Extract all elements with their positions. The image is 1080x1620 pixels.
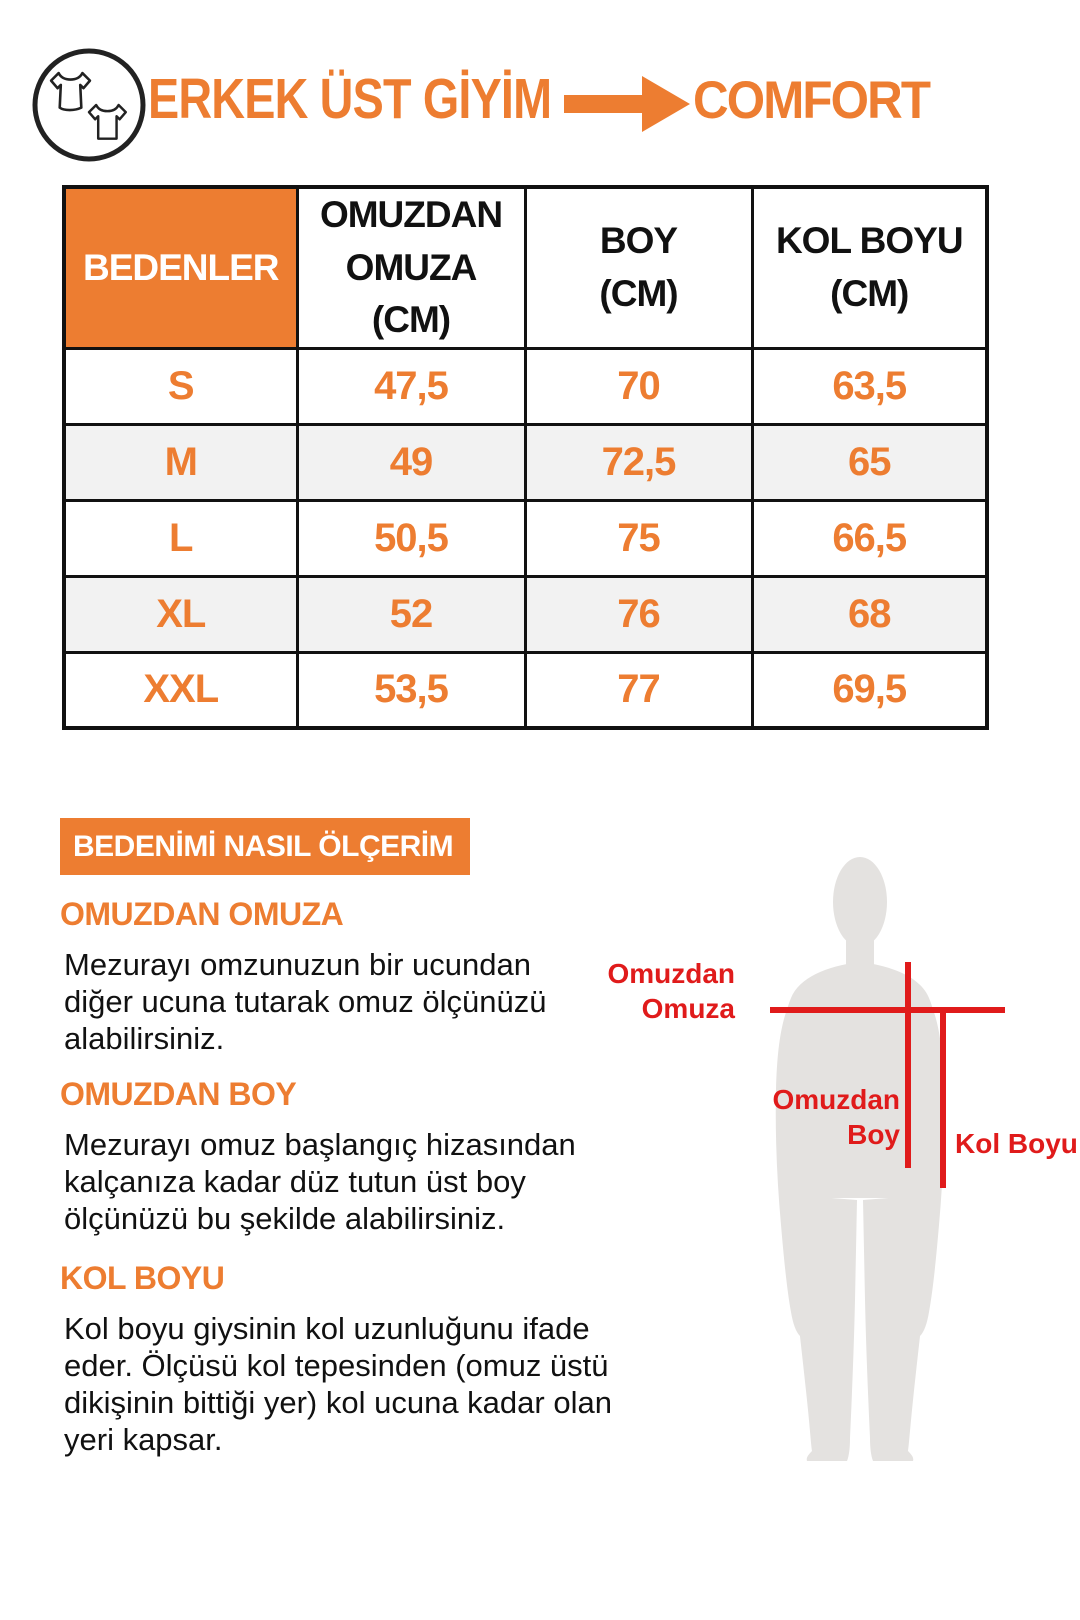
guide-text-shoulder: Mezurayı omzunuzun bir ucundan diğer ucu… [64, 947, 547, 1056]
size-label: M [62, 422, 299, 502]
col-header-length: BOY (CM) [523, 185, 754, 350]
guide-text-sleeve: Kol boyu giysinin kol uzunluğunu ifade e… [64, 1311, 612, 1457]
guide-heading-sleeve: KOL BOYU [60, 1260, 225, 1296]
tshirts-icon [32, 48, 146, 162]
figure-label-shoulder: Omuzdan Omuza [607, 958, 735, 1024]
guide-heading-shoulder: OMUZDAN OMUZA [60, 896, 344, 932]
length-value: 76 [523, 574, 754, 654]
col-header-sizes: BEDENLER [62, 185, 299, 350]
sleeve-value: 69,5 [750, 650, 989, 730]
shoulder-value: 52 [295, 574, 527, 654]
guide-banner: BEDENİMİ NASIL ÖLÇERİM [60, 818, 470, 875]
sleeve-value: 65 [750, 422, 989, 502]
guide-text-length: Mezurayı omuz başlangıç hizasından kalça… [64, 1127, 576, 1236]
shoulder-value: 49 [295, 422, 527, 502]
table-header-row: BEDENLER OMUZDAN OMUZA (CM) BOY (CM) KOL… [62, 185, 989, 350]
figure-label-sleeve: Kol Boyu [955, 1128, 1078, 1159]
col-header-shoulder: OMUZDAN OMUZA (CM) [295, 185, 527, 350]
measurement-lines [770, 962, 1005, 1188]
table-row-l: L 50,5 75 66,5 [62, 498, 989, 578]
guide-heading-length: OMUZDAN BOY [60, 1076, 297, 1112]
table-row-m: M 49 72,5 65 [62, 422, 989, 502]
body-silhouette [775, 857, 945, 1461]
table-row-xl: XL 52 76 68 [62, 574, 989, 654]
page-title: ERKEK ÜST GİYİM [148, 67, 552, 131]
col-header-sleeve: KOL BOYU (CM) [750, 185, 989, 350]
arrow-right-icon [564, 76, 690, 132]
size-label: XXL [62, 650, 299, 730]
length-value: 75 [523, 498, 754, 578]
size-label: L [62, 498, 299, 578]
sleeve-value: 68 [750, 574, 989, 654]
fit-label: COMFORT [693, 71, 931, 130]
shoulder-value: 53,5 [295, 650, 527, 730]
shoulder-value: 50,5 [295, 498, 527, 578]
size-label: XL [62, 574, 299, 654]
sleeve-value: 63,5 [750, 346, 989, 426]
length-value: 77 [523, 650, 754, 730]
sleeve-value: 66,5 [750, 498, 989, 578]
body-silhouette-diagram [770, 857, 1005, 1461]
figure-label-length: Omuzdan Boy [772, 1084, 900, 1150]
length-value: 70 [523, 346, 754, 426]
shoulder-value: 47,5 [295, 346, 527, 426]
length-value: 72,5 [523, 422, 754, 502]
table-row-xxl: XXL 53,5 77 69,5 [62, 650, 989, 730]
table-row-s: S 47,5 70 63,5 [62, 346, 989, 426]
size-label: S [62, 346, 299, 426]
size-table: BEDENLER OMUZDAN OMUZA (CM) BOY (CM) KOL… [62, 185, 989, 731]
